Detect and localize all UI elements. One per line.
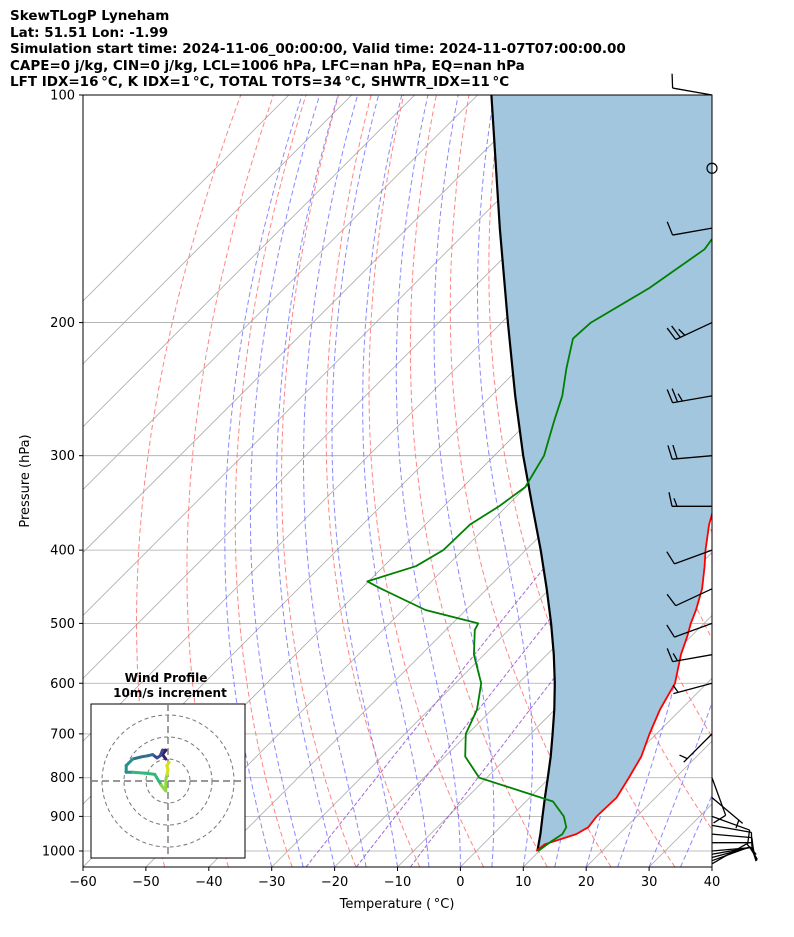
dry-adiabat-line xyxy=(449,95,612,867)
wind-barb xyxy=(666,388,713,404)
hodograph-subtitle: 10m/s increment xyxy=(113,686,227,700)
wind-barb xyxy=(679,733,713,763)
moist-adiabat-line xyxy=(249,95,321,867)
title-location: Lat: 51.51 Lon: -1.99 xyxy=(10,24,169,41)
hodograph-segment xyxy=(165,760,171,768)
isotherm-line xyxy=(83,95,541,554)
y-tick-label: 100 xyxy=(50,89,75,104)
moist-adiabat-line xyxy=(224,95,303,867)
chart-axes: Temperature ( °C) Pressure (hPa) −60 −50 −… xyxy=(18,89,720,913)
x-tick-label: −50 xyxy=(132,875,159,890)
x-axis-label: Temperature ( °C) xyxy=(339,897,455,912)
isotherm-line xyxy=(523,677,712,867)
hodograph-segment xyxy=(153,772,163,787)
x-tick-label: −40 xyxy=(195,875,222,890)
dry-adiabat-line xyxy=(368,95,485,867)
moist-adiabat-line xyxy=(362,95,430,867)
wind-barb xyxy=(711,846,757,862)
moist-adiabat-line xyxy=(303,95,367,867)
title-indices: LFT IDX=16 °C, K IDX=1 °C, TOTAL TOTS=34… xyxy=(10,74,510,90)
wind-barb xyxy=(666,221,713,236)
wind-barb xyxy=(711,824,753,847)
y-tick-label: 300 xyxy=(50,449,75,464)
moist-adiabat-line xyxy=(648,701,712,867)
isotherm-line xyxy=(83,95,415,428)
moist-adiabat-line xyxy=(477,95,533,867)
isotherm-line xyxy=(334,489,712,867)
moist-adiabat-line xyxy=(395,95,461,867)
moist-adiabat-line xyxy=(331,95,398,867)
chart-profiles xyxy=(366,95,712,852)
dry-adiabat-line xyxy=(488,95,676,867)
moist-adiabat-line xyxy=(276,95,339,867)
wind-barb xyxy=(666,588,713,607)
dry-adiabat-line xyxy=(281,95,357,867)
y-tick-label: 700 xyxy=(50,727,75,742)
dry-adiabat-line xyxy=(409,95,548,867)
x-tick-label: 0 xyxy=(456,875,464,890)
x-tick-label: −30 xyxy=(258,875,285,890)
wind-barb xyxy=(666,549,713,565)
wind-barbs xyxy=(666,73,758,865)
wind-barb xyxy=(671,73,713,96)
hodograph-title: Wind Profile xyxy=(125,671,208,685)
y-tick-label: 200 xyxy=(50,316,75,331)
y-tick-label: 1000 xyxy=(42,844,75,859)
hodograph-segment xyxy=(124,757,135,768)
wind-barb xyxy=(668,492,712,507)
moist-adiabat-line xyxy=(433,95,495,867)
wind-barb xyxy=(711,815,751,845)
x-tick-label: −60 xyxy=(69,875,96,890)
wind-barb xyxy=(672,682,713,695)
temperature-profile-line xyxy=(535,510,712,852)
dry-adiabat-line xyxy=(730,95,794,867)
x-tick-label: 20 xyxy=(578,875,595,890)
x-tick-label: −10 xyxy=(384,875,411,890)
chart-title-block: SkewTLogP Lyneham Lat: 51.51 Lon: -1.99 … xyxy=(10,8,780,91)
moist-adiabat-line xyxy=(711,865,712,867)
isotherm-line xyxy=(83,95,604,616)
moist-adiabat-line xyxy=(680,794,712,867)
dewpoint-profile-line xyxy=(366,237,712,852)
moist-adiabat-line xyxy=(617,95,701,867)
wind-barb xyxy=(666,321,713,341)
y-axis-label: Pressure (hPa) xyxy=(18,434,33,527)
isotherm-line xyxy=(83,95,290,302)
wind-barb xyxy=(666,648,713,663)
y-tick-label: 800 xyxy=(50,771,75,786)
x-tick-label: 10 xyxy=(515,875,532,890)
dry-adiabat-line xyxy=(234,95,307,867)
title-station: SkewTLogP Lyneham xyxy=(10,8,170,24)
isotherm-line xyxy=(83,95,353,365)
hodograph: Wind Profile 10m/s increment xyxy=(90,671,246,859)
wind-barb xyxy=(711,777,727,824)
isotherm-line xyxy=(83,95,478,491)
x-tick-label: 30 xyxy=(641,875,658,890)
hodograph-segment xyxy=(131,755,144,761)
dry-adiabat-line xyxy=(325,95,421,867)
wind-barb xyxy=(667,444,713,460)
mixing-ratio-line xyxy=(355,413,712,867)
y-tick-label: 900 xyxy=(50,810,75,825)
isotherm-line xyxy=(397,551,712,867)
title-times: Simulation start time: 2024-11-06_00:00:… xyxy=(10,41,626,57)
y-tick-label: 400 xyxy=(50,544,75,559)
parcel-profile-line xyxy=(490,95,556,852)
wind-barb xyxy=(666,622,713,638)
x-tick-label: 40 xyxy=(704,875,721,890)
x-tick-label: −20 xyxy=(321,875,348,890)
y-tick-label: 600 xyxy=(50,677,75,692)
cin-shaded-area xyxy=(491,95,712,851)
isotherm-line xyxy=(711,866,712,867)
wind-barb xyxy=(711,797,744,829)
y-tick-label: 500 xyxy=(50,617,75,632)
dry-adiabat-line xyxy=(762,95,794,867)
hodograph-segment xyxy=(131,770,148,775)
title-cape: CAPE=0 j/kg, CIN=0 j/kg, LCL=1006 hPa, L… xyxy=(10,57,525,74)
